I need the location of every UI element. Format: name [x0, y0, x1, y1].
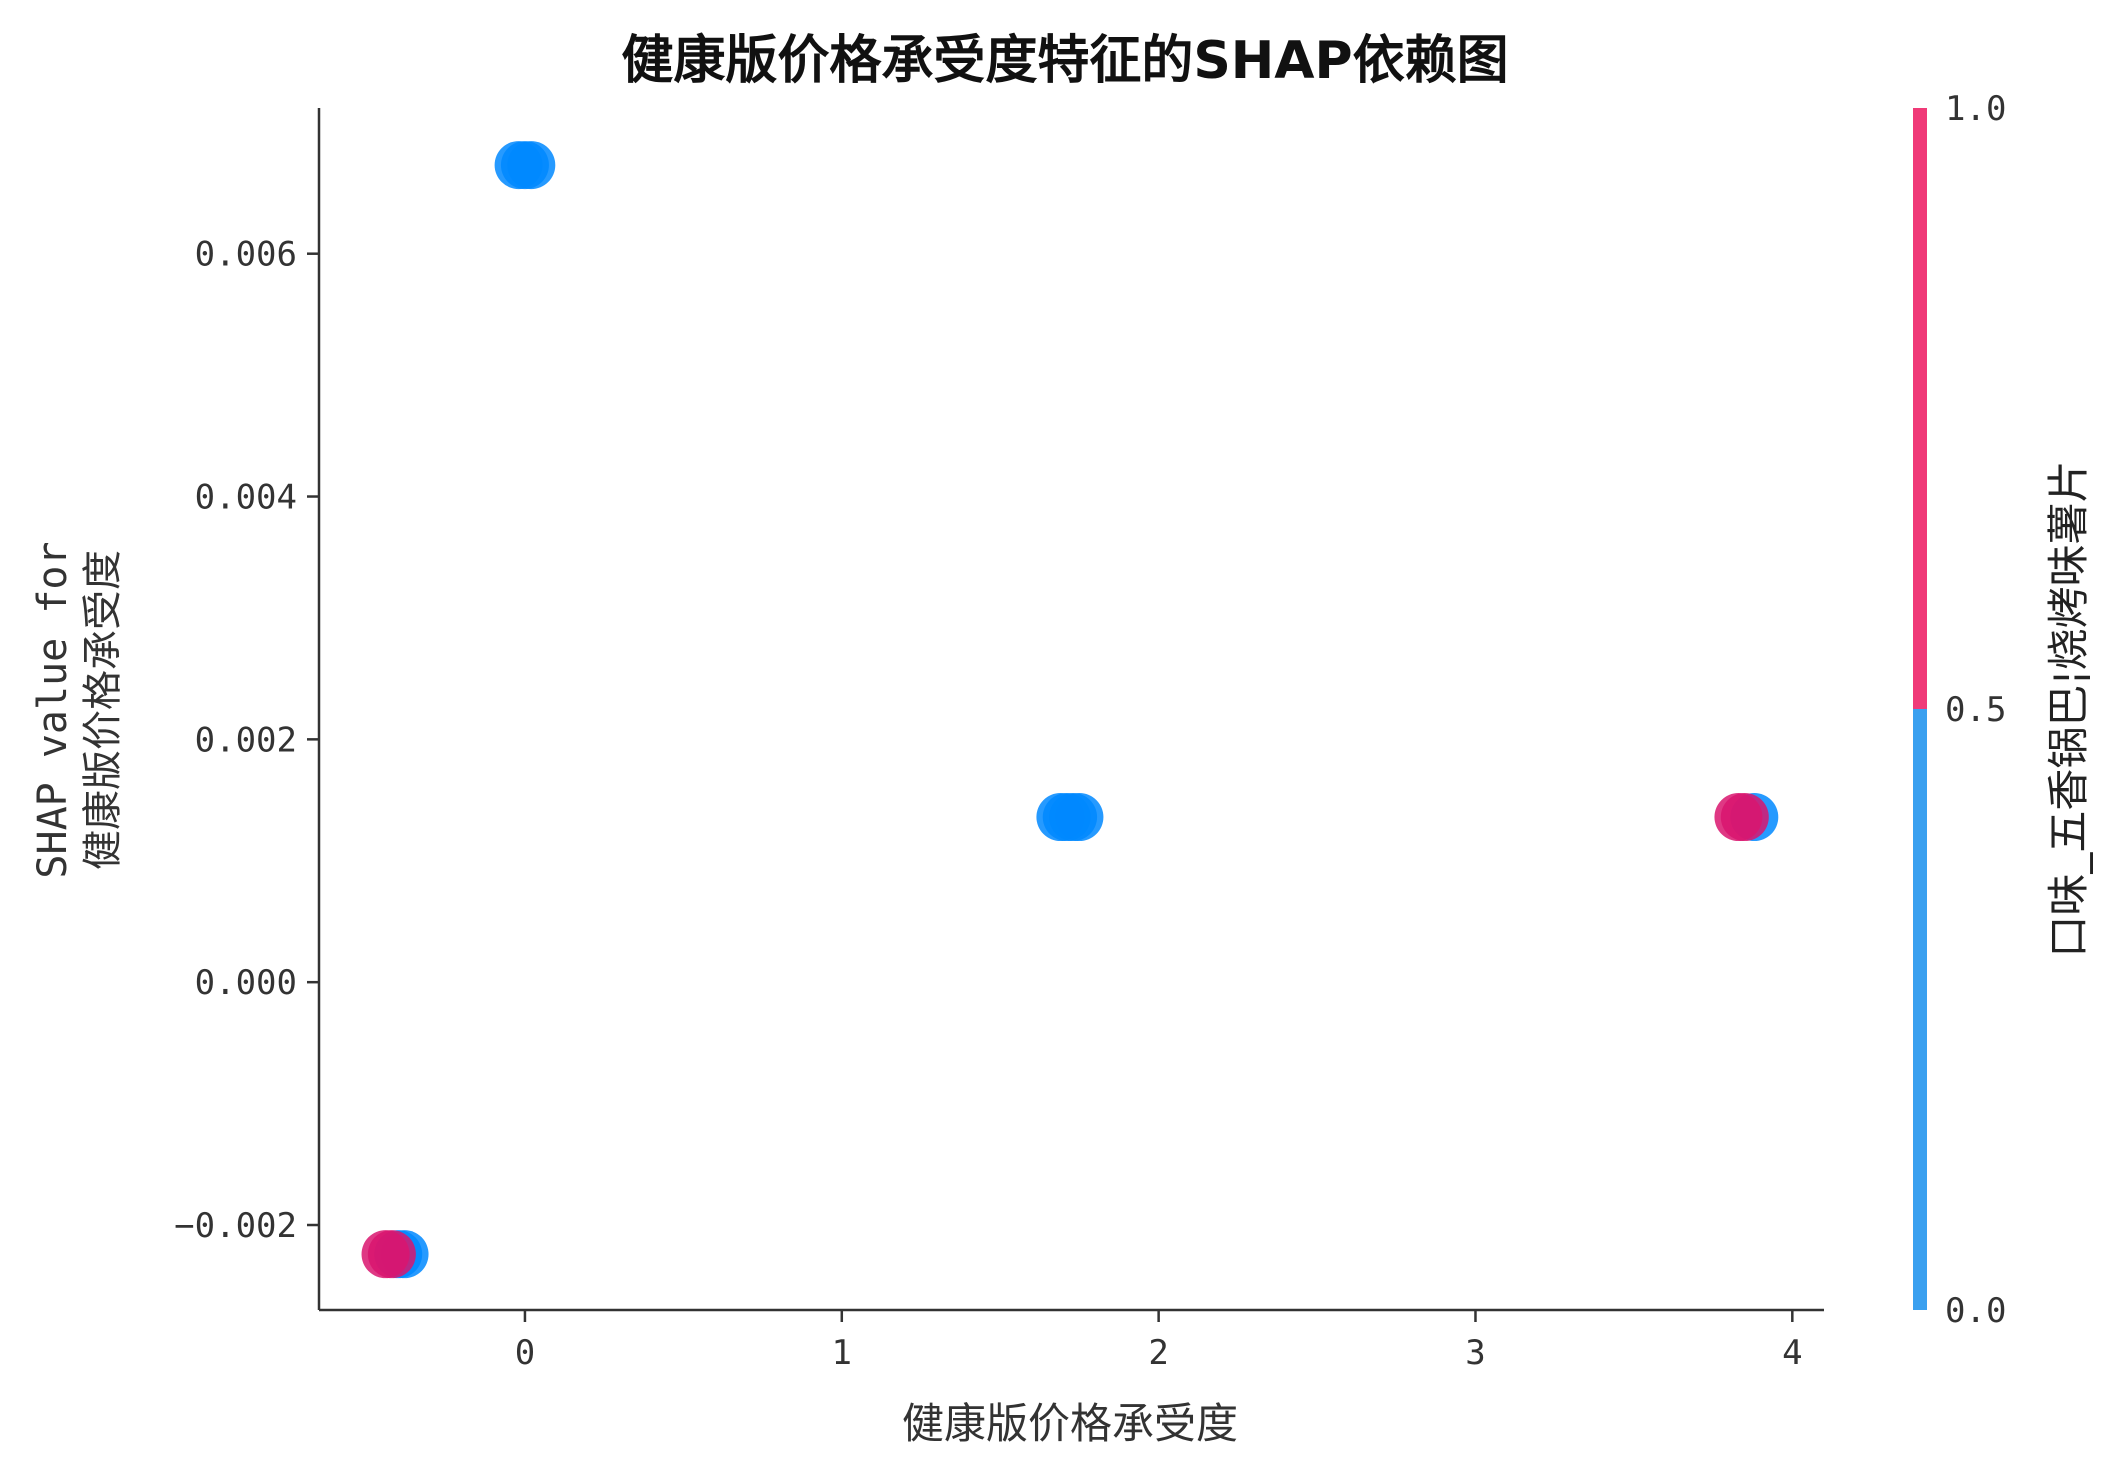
scatter-points: [361, 141, 1779, 1279]
colorbar: [1913, 108, 1927, 1310]
y-tick-label: 0.002: [195, 720, 297, 760]
y-tick-label: −0.002: [174, 1206, 297, 1246]
scatter-point: [367, 1230, 416, 1279]
x-tick-label: 3: [1465, 1333, 1485, 1373]
x-axis-ticks: 0 1 2 3 4: [515, 1310, 1803, 1373]
scatter-point: [1055, 793, 1104, 842]
y-axis-ticks: −0.002 0.000 0.002 0.004 0.006: [174, 235, 319, 1246]
colorbar-tick-label: 1.0: [1945, 89, 2006, 129]
colorbar-tick-label: 0.5: [1945, 690, 2006, 730]
y-tick-label: 0.004: [195, 478, 297, 518]
x-axis-label: 健康版价格承受度: [902, 1399, 1238, 1448]
y-axis-label-line1: SHAP value for: [30, 541, 76, 878]
y-axis-label: SHAP value for 健康版价格承受度: [30, 541, 126, 878]
y-tick-label: 0.006: [195, 235, 297, 275]
x-tick-label: 4: [1782, 1333, 1802, 1373]
scatter-point: [507, 141, 556, 190]
colorbar-ticks: 0.0 0.5 1.0: [1945, 89, 2006, 1331]
colorbar-label: 口味_五香锅巴¦烧烤味薯片: [2044, 460, 2093, 957]
x-tick-label: 0: [515, 1333, 535, 1373]
x-tick-label: 2: [1148, 1333, 1168, 1373]
chart-title: 健康版价格承受度特征的SHAP依赖图: [621, 31, 1508, 91]
x-tick-label: 1: [832, 1333, 852, 1373]
colorbar-tick-label: 0.0: [1945, 1291, 2006, 1331]
y-tick-label: 0.000: [195, 963, 297, 1003]
y-axis-label-line2: 健康版价格承受度: [80, 550, 126, 870]
axes: [317, 108, 1824, 1312]
scatter-point: [1720, 793, 1769, 842]
